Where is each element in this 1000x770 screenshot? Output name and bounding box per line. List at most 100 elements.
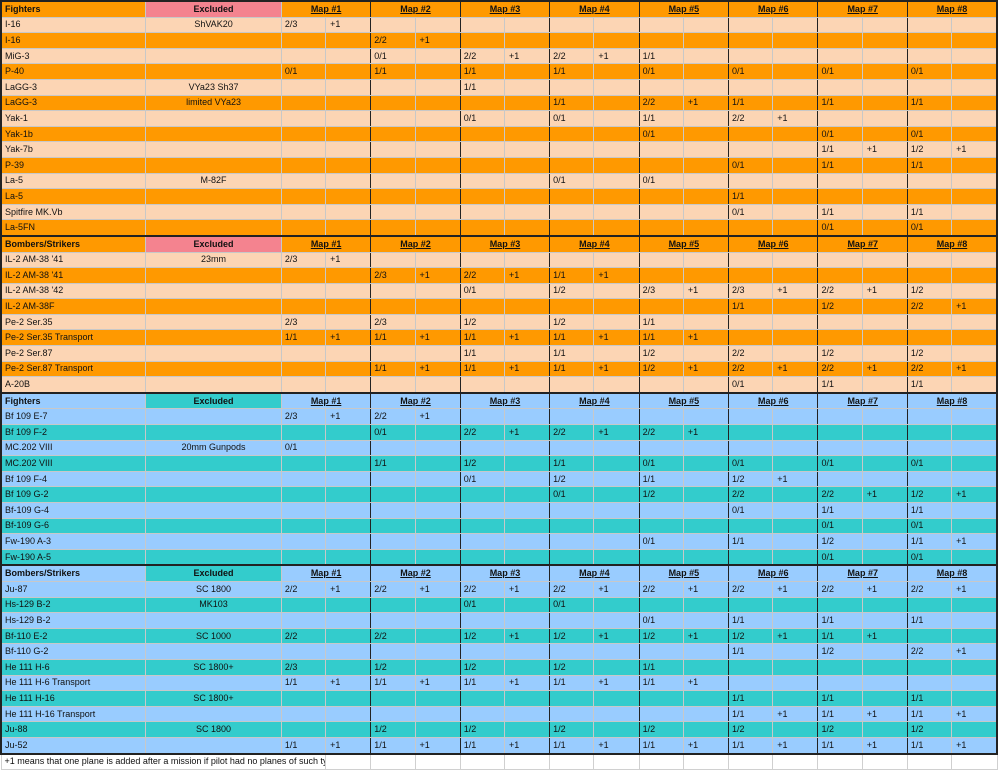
aircraft-row: IL-2 AM-38 '42 0/1 1/2 2/3 +1 2/3 +1 2/2 +1 1/2	[0, 282, 999, 300]
map-count	[906, 267, 953, 284]
map-count	[549, 219, 595, 237]
map-count	[280, 110, 327, 127]
map-bonus	[414, 251, 461, 269]
map-count: 2/2	[370, 32, 416, 49]
map-bonus	[503, 125, 551, 143]
excluded-weapon	[145, 376, 282, 394]
map-count: 2/2	[728, 486, 774, 503]
map-bonus	[503, 408, 551, 426]
map-count	[817, 313, 863, 331]
map-count: 1/1	[549, 455, 595, 472]
map-bonus	[414, 110, 461, 127]
map-bonus	[772, 32, 819, 49]
map-count: 1/1	[370, 455, 416, 472]
aircraft-name: Fw-190 A-3	[0, 533, 147, 550]
map-bonus: +1	[325, 674, 372, 692]
map-bonus: +1	[593, 627, 640, 645]
map-count: 1/2	[906, 721, 953, 738]
map-count: 1/1	[280, 329, 327, 347]
section-header-row: Bombers/Strikers Excluded Map #1 Map #2 Map …	[0, 564, 998, 582]
map-bonus	[325, 298, 372, 315]
map-header: Map #5	[638, 564, 730, 582]
map-count: 1/1	[906, 690, 953, 707]
map-count: 1/1	[817, 141, 863, 158]
map-count: 2/2	[549, 424, 595, 441]
map-count	[817, 439, 863, 457]
aircraft-name: Pe-2 Ser.35	[0, 313, 147, 331]
map-count: 1/1	[549, 267, 595, 284]
map-count: 0/1	[459, 282, 505, 300]
aircraft-name: Bf-110 G-2	[0, 643, 147, 660]
map-count	[906, 251, 953, 269]
map-count: 1/1	[638, 658, 684, 676]
map-bonus	[861, 424, 908, 441]
map-count	[728, 219, 774, 237]
map-count	[280, 360, 327, 378]
map-bonus	[682, 203, 730, 221]
map-bonus	[682, 612, 730, 629]
map-count	[280, 705, 327, 723]
map-bonus	[414, 16, 461, 34]
map-bonus: +1	[861, 627, 908, 645]
map-count	[638, 298, 684, 315]
map-count: 0/1	[638, 455, 684, 472]
map-count	[280, 721, 327, 738]
map-count	[728, 517, 774, 535]
map-bonus	[772, 455, 819, 472]
aircraft-row: MC.202 VIII 1/1 1/2 1/1 0/1 0/1 0/1 0/1	[0, 455, 999, 472]
map-bonus	[951, 345, 999, 362]
map-bonus	[861, 156, 908, 174]
excluded-weapon	[145, 125, 282, 143]
excluded-weapon: SC 1000	[145, 627, 282, 645]
map-bonus	[503, 63, 551, 80]
map-bonus	[325, 643, 372, 660]
map-count	[280, 32, 327, 49]
map-count: 0/1	[370, 424, 416, 441]
map-bonus	[325, 596, 372, 614]
map-bonus: +1	[593, 267, 640, 284]
map-bonus	[593, 345, 640, 362]
map-count: 1/1	[549, 360, 595, 378]
map-bonus	[951, 658, 999, 676]
map-bonus	[325, 188, 372, 205]
map-count: 0/1	[906, 63, 953, 80]
map-bonus	[325, 502, 372, 519]
map-bonus	[861, 345, 908, 362]
aircraft-row: Bf-110 G-2 1/1 1/2 2/2 +1	[0, 643, 999, 660]
map-count	[280, 548, 327, 567]
map-bonus	[503, 502, 551, 519]
map-bonus: +1	[414, 267, 461, 284]
map-count: 1/1	[370, 360, 416, 378]
map-count	[728, 313, 774, 331]
map-bonus	[861, 110, 908, 127]
map-bonus	[951, 376, 999, 394]
map-count	[459, 16, 505, 34]
map-bonus	[951, 596, 999, 614]
map-count: 1/1	[817, 627, 863, 645]
map-count: 0/1	[817, 219, 863, 237]
map-bonus	[325, 439, 372, 457]
map-bonus	[593, 612, 640, 629]
map-bonus	[951, 502, 999, 519]
map-bonus	[503, 643, 551, 660]
map-count: 1/1	[549, 94, 595, 112]
map-count	[549, 502, 595, 519]
map-count	[817, 329, 863, 347]
map-count	[459, 376, 505, 394]
map-bonus: +1	[414, 736, 461, 755]
excluded-weapon: limited VYa23	[145, 94, 282, 112]
map-count: 2/2	[906, 643, 953, 660]
map-bonus	[414, 125, 461, 143]
map-header: Map #8	[906, 234, 998, 253]
map-count	[549, 612, 595, 629]
map-bonus	[772, 156, 819, 174]
map-count	[280, 78, 327, 96]
map-count: 2/3	[280, 251, 327, 269]
map-bonus	[951, 424, 999, 441]
map-bonus	[772, 502, 819, 519]
map-bonus	[951, 219, 999, 237]
aircraft-name: Ju-52	[0, 736, 147, 755]
excluded-header: Excluded	[145, 391, 282, 410]
map-bonus	[503, 345, 551, 362]
map-count	[728, 548, 774, 567]
